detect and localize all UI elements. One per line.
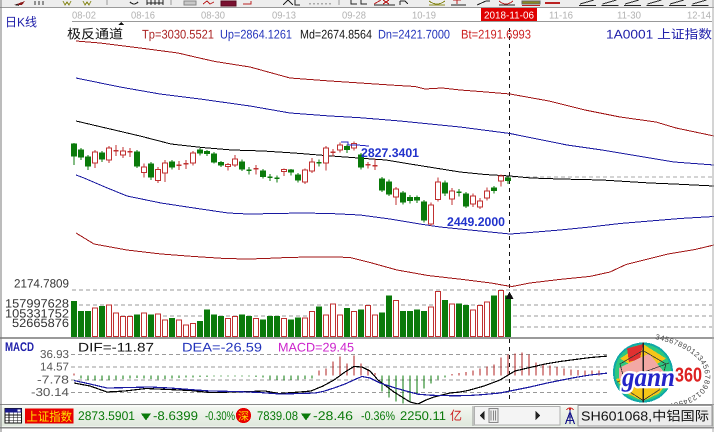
svg-text:-28.46: -28.46 (313, 409, 353, 423)
svg-text:360: 360 (675, 365, 702, 387)
svg-text:157997628: 157997628 (5, 297, 69, 311)
svg-text:日K线: 日K线 (5, 16, 37, 30)
svg-text:1A0001 上证指数: 1A0001 上证指数 (606, 28, 713, 42)
svg-text:11-16: 11-16 (549, 11, 573, 22)
svg-text:极反通道: 极反通道 (67, 27, 123, 42)
svg-text:Tp=3030.5521: Tp=3030.5521 (142, 28, 214, 42)
svg-text:2018-11-06: 2018-11-06 (484, 11, 534, 22)
svg-text:2827.3401: 2827.3401 (361, 146, 419, 160)
svg-text:52665876: 52665876 (12, 316, 69, 330)
svg-text:12-14: 12-14 (687, 11, 711, 22)
svg-text:SH601068,中铝国际: SH601068,中铝国际 (581, 409, 709, 424)
svg-text:7839.08: 7839.08 (257, 409, 298, 423)
svg-text:-0.36%: -0.36% (361, 409, 395, 423)
svg-text:-8.6399: -8.6399 (153, 409, 198, 423)
svg-text:MACD: MACD (5, 340, 34, 354)
svg-text:08-16: 08-16 (131, 11, 155, 22)
svg-text:亿: 亿 (450, 409, 462, 423)
svg-text:2449.2000: 2449.2000 (447, 215, 505, 229)
svg-text:360: 360 (675, 365, 702, 387)
svg-text:10-19: 10-19 (412, 11, 436, 22)
svg-text:14.57: 14.57 (40, 361, 69, 373)
svg-text:2873.5901: 2873.5901 (78, 409, 135, 423)
svg-text:Bt=2191.6993: Bt=2191.6993 (461, 28, 531, 42)
svg-text:2250.11: 2250.11 (400, 409, 446, 423)
svg-text:-0.30%: -0.30% (205, 409, 235, 423)
svg-text:gann: gann (621, 362, 675, 392)
svg-text:上证指数: 上证指数 (27, 410, 73, 424)
svg-text:2174.7809: 2174.7809 (14, 277, 69, 291)
svg-text:36.93: 36.93 (40, 349, 69, 361)
svg-text:Md=2674.8564: Md=2674.8564 (300, 28, 372, 42)
svg-text:09-13: 09-13 (272, 11, 296, 22)
svg-text:gann: gann (621, 362, 675, 392)
svg-text:MACD=29.45: MACD=29.45 (278, 341, 354, 355)
svg-text:Up=2864.1261: Up=2864.1261 (220, 28, 292, 42)
svg-text:DIF=-11.87: DIF=-11.87 (78, 341, 154, 355)
svg-text:11-30: 11-30 (617, 11, 641, 22)
svg-text:-7.78: -7.78 (37, 374, 69, 386)
svg-text:08-30: 08-30 (201, 11, 225, 22)
svg-text:09-28: 09-28 (342, 11, 366, 22)
svg-text:深: 深 (238, 410, 249, 423)
svg-text:-30.14: -30.14 (31, 387, 70, 399)
svg-text:105331752: 105331752 (5, 307, 69, 321)
svg-text:DEA=-26.59: DEA=-26.59 (182, 341, 262, 355)
svg-text:Dn=2421.7000: Dn=2421.7000 (378, 28, 450, 42)
svg-text:08-02: 08-02 (72, 11, 96, 22)
